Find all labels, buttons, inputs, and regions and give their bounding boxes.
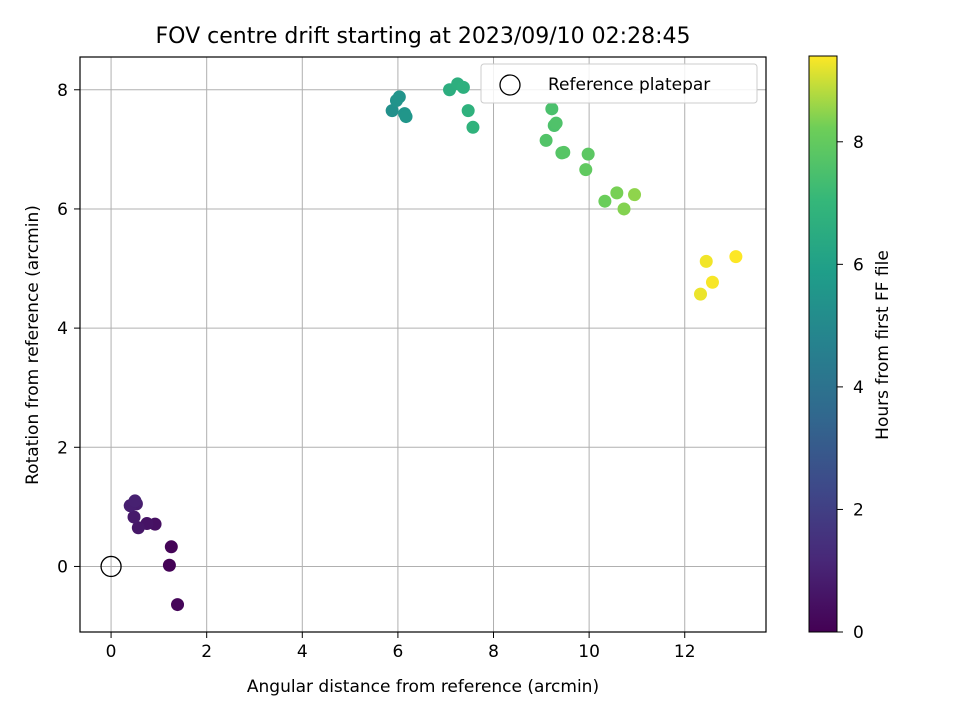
x-tick-label: 12: [674, 642, 696, 662]
plot-frame: [79, 56, 767, 633]
scatter-point: [694, 287, 708, 301]
scatter-point: [162, 558, 176, 572]
scatter-point: [171, 598, 185, 612]
scatter-point: [128, 494, 142, 508]
x-tick-label: 2: [201, 642, 212, 662]
scatter-point: [557, 145, 571, 159]
scatter-point: [399, 110, 413, 124]
colorbar-tick-label: 4: [853, 378, 864, 398]
scatter-point: [598, 194, 612, 208]
scatter-point: [127, 510, 141, 524]
x-axis-ticks: 0 2 4 6 8 10 12: [106, 632, 696, 662]
scatter-point: [610, 186, 624, 200]
legend-reference-marker: [499, 74, 521, 96]
colorbar-ticks: 0 2 4 6 8: [837, 133, 864, 643]
legend-label: Reference platepar: [548, 75, 710, 95]
scatter-point: [705, 275, 719, 289]
legend: Reference platepar: [480, 63, 758, 104]
x-tick-label: 4: [297, 642, 308, 662]
scatter-point: [164, 540, 178, 554]
scatter-point: [581, 147, 595, 161]
colorbar-tick-label: 2: [853, 500, 864, 520]
reference-platepar-marker: [100, 555, 122, 578]
y-tick-label: 2: [57, 438, 68, 458]
scatter-point: [456, 80, 470, 94]
chart-title: FOV centre drift starting at 2023/09/10 …: [156, 24, 691, 49]
y-axis-label: Rotation from reference (arcmin): [23, 205, 43, 485]
colorbar-tick-label: 0: [853, 623, 864, 643]
scatter-point: [699, 254, 713, 268]
reference-marker-group: [100, 555, 122, 578]
scatter-point: [729, 250, 743, 264]
colorbar-tick-label: 6: [853, 255, 864, 275]
data-points: [123, 77, 743, 612]
y-tick-label: 6: [57, 200, 68, 220]
x-tick-label: 8: [488, 642, 499, 662]
scatter-point: [131, 521, 145, 535]
y-axis-ticks: 0 2 4 6 8: [57, 81, 80, 577]
scatter-point: [549, 116, 563, 130]
x-tick-label: 6: [392, 642, 403, 662]
grid-lines: [80, 57, 766, 632]
y-tick-label: 8: [57, 81, 68, 101]
colorbar: 0 2 4 6 8 Hours from first FF file: [808, 55, 893, 643]
scatter-point: [466, 120, 480, 134]
legend-box: [480, 63, 758, 104]
colorbar-gradient: [808, 55, 838, 633]
scatter-point: [617, 202, 631, 216]
colorbar-label: Hours from first FF file: [873, 250, 893, 440]
scatter-point: [579, 163, 593, 177]
scatter-point: [539, 133, 553, 147]
y-tick-label: 4: [57, 319, 68, 339]
x-tick-label: 10: [578, 642, 600, 662]
scatter-point: [385, 104, 399, 118]
y-tick-label: 0: [57, 557, 68, 577]
colorbar-tick-label: 8: [853, 133, 864, 153]
scatter-point: [392, 90, 406, 104]
scatter-point: [545, 102, 559, 116]
x-axis-label: Angular distance from reference (arcmin): [247, 677, 599, 697]
x-tick-label: 0: [106, 642, 117, 662]
scatter-point: [461, 104, 475, 118]
scatter-point: [628, 188, 642, 202]
